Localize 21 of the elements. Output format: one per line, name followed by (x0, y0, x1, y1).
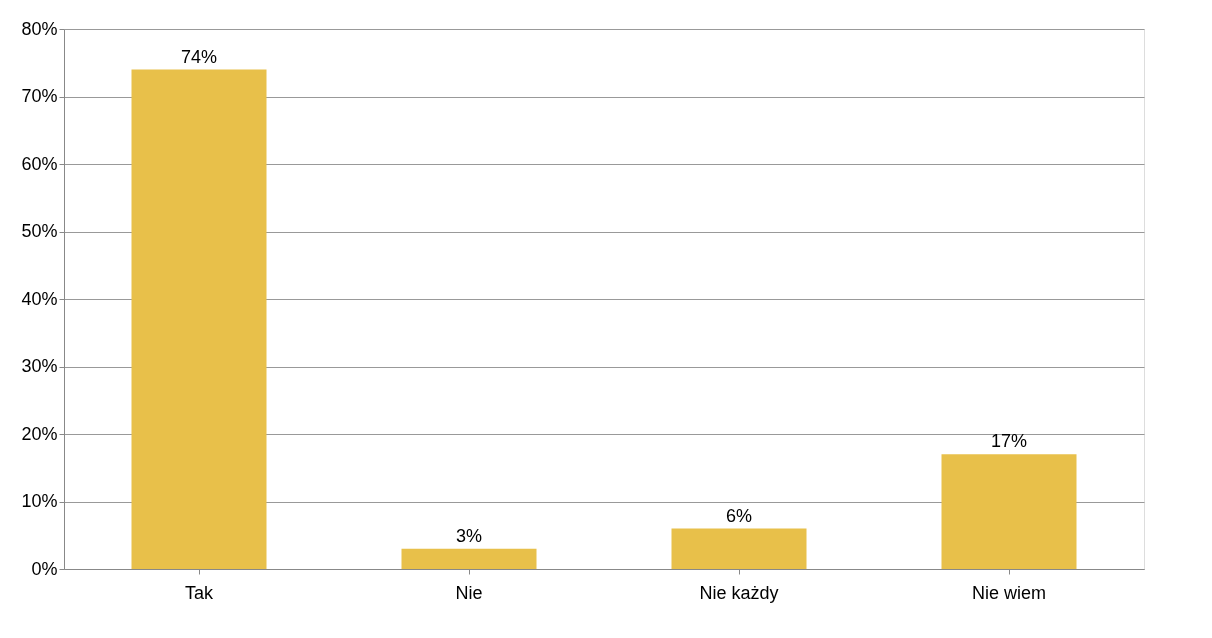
x-tick-label: Nie każdy (699, 582, 779, 603)
y-tick-label: 0% (31, 558, 58, 579)
y-tick-label: 80% (21, 18, 58, 39)
data-label: 17% (990, 431, 1028, 452)
bar (941, 454, 1077, 569)
x-tick-label: Tak (184, 582, 214, 603)
y-tick-label: 40% (21, 288, 58, 309)
y-tick-label: 10% (21, 491, 58, 511)
bar (401, 548, 537, 569)
x-tick-label: Nie wiem (971, 582, 1047, 603)
data-label: 6% (725, 505, 753, 526)
y-tick-label: 20% (21, 423, 58, 444)
y-tick-label: 60% (21, 153, 58, 174)
x-tick-label: Nie (455, 582, 483, 603)
bar (671, 528, 807, 569)
data-label: 74% (180, 46, 218, 67)
data-label: 3% (455, 525, 483, 546)
bar (131, 69, 267, 569)
y-tick-label: 70% (21, 86, 58, 106)
y-tick-label: 30% (21, 356, 58, 376)
y-tick-label: 50% (21, 221, 58, 241)
